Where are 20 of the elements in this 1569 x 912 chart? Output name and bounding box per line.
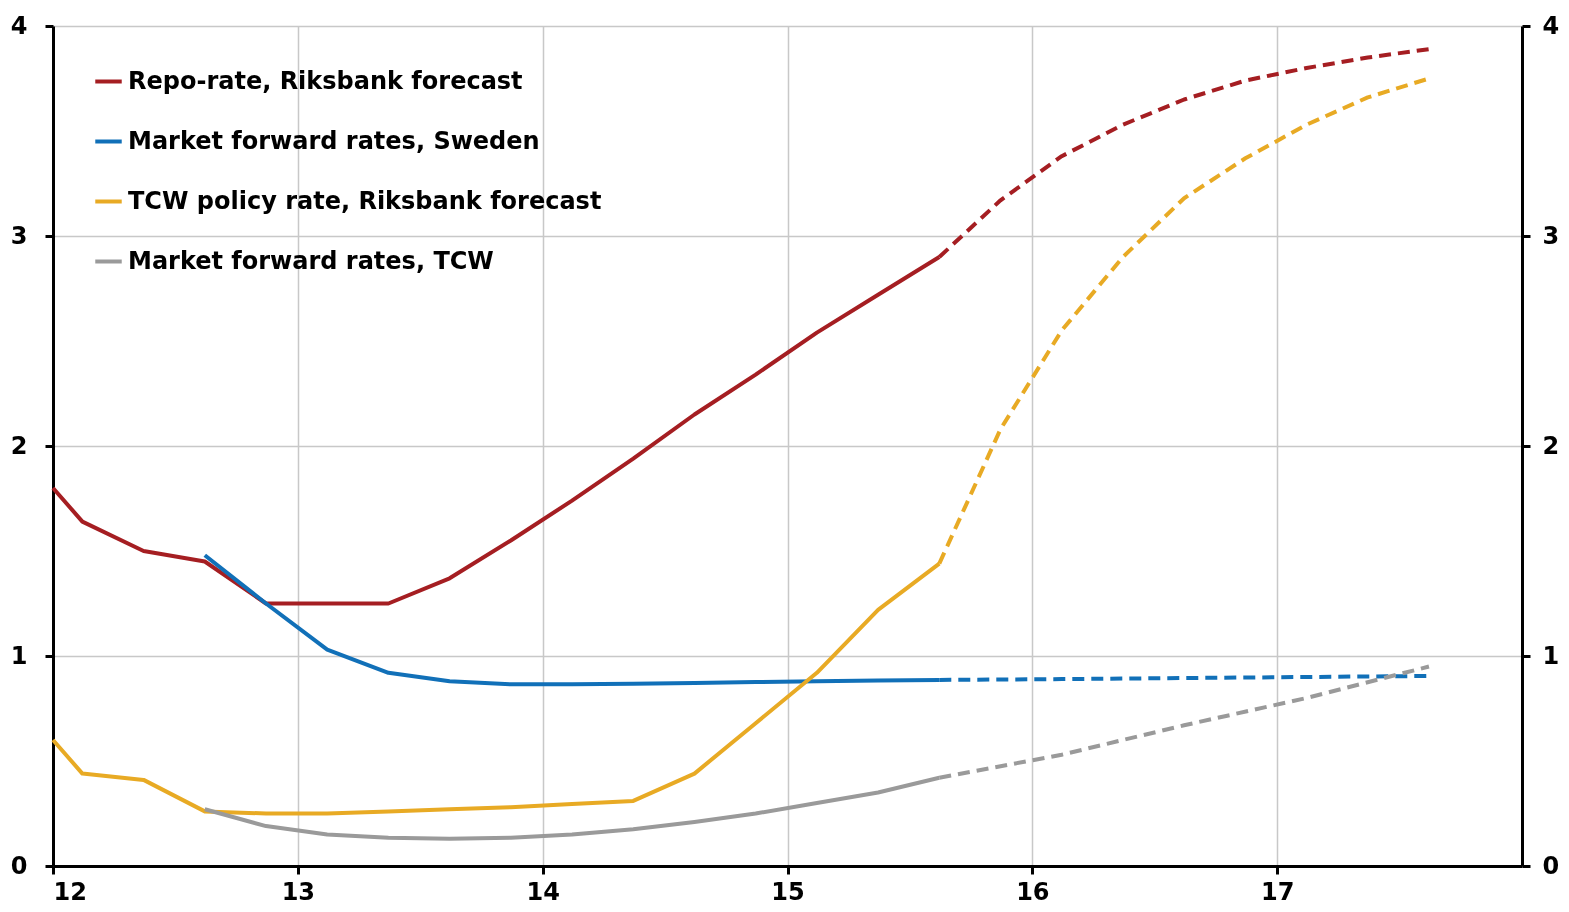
y-tick-label: 0: [10, 851, 28, 880]
legend-label: Market forward rates, TCW: [128, 246, 494, 275]
legend-label: Market forward rates, Sweden: [128, 126, 540, 155]
x-tick-label: 16: [1016, 877, 1050, 906]
x-tick-label: 14: [526, 877, 560, 906]
x-tick-label: 17: [1260, 877, 1295, 906]
y2-tick-label: 0: [1542, 851, 1560, 880]
y-tick-label: 2: [10, 431, 28, 460]
y-tick-label: 1: [10, 641, 28, 670]
y-tick-label: 4: [10, 11, 28, 40]
legend-label: TCW policy rate, Riksbank forecast: [128, 186, 602, 215]
x-tick-label: 15: [771, 877, 805, 906]
legend-label: Repo-rate, Riksbank forecast: [128, 66, 523, 95]
y2-tick-label: 4: [1542, 11, 1560, 40]
x-tick-label: 12: [53, 877, 87, 906]
y2-tick-label: 3: [1542, 221, 1560, 250]
y2-tick-label: 1: [1542, 641, 1560, 670]
y-tick-label: 3: [10, 221, 28, 250]
x-tick-label: 13: [281, 877, 316, 906]
y2-tick-label: 2: [1542, 431, 1560, 460]
